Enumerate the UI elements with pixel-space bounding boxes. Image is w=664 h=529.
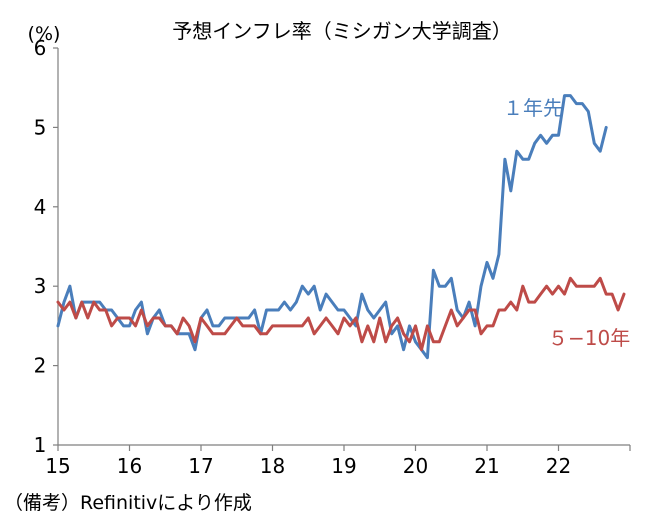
y-tick-label: 5: [34, 115, 47, 139]
y-tick-label: 1: [34, 433, 47, 457]
x-tick-label: 21: [474, 454, 499, 478]
y-tick-label: 2: [34, 354, 47, 378]
x-tick-label: 17: [188, 454, 213, 478]
chart-title: 予想インフレ率（ミシガン大学調査）: [172, 19, 511, 43]
label-5-10year: ５−10年: [548, 326, 630, 350]
y-axis: 1 2 3 4 5 6: [34, 36, 58, 457]
label-1year-ahead: １年先: [503, 96, 563, 120]
x-tick-label: 15: [45, 454, 70, 478]
source-note: （備考）Refinitivにより作成: [4, 492, 252, 514]
x-axis: 15 16 17 18 19 20 21 22: [45, 445, 631, 478]
y-unit-label: (%): [28, 23, 61, 45]
x-tick-label: 16: [117, 454, 142, 478]
plot-area: [56, 94, 626, 360]
y-tick-label: 3: [34, 274, 47, 298]
y-tick-label: 6: [34, 36, 47, 60]
x-tick-label: 20: [403, 454, 428, 478]
x-tick-label: 22: [546, 454, 571, 478]
x-tick-label: 18: [260, 454, 285, 478]
series-line-1year: [56, 94, 608, 360]
series-line-5-10year: [56, 276, 626, 352]
y-tick-label: 4: [34, 195, 47, 219]
x-tick-label: 19: [331, 454, 356, 478]
